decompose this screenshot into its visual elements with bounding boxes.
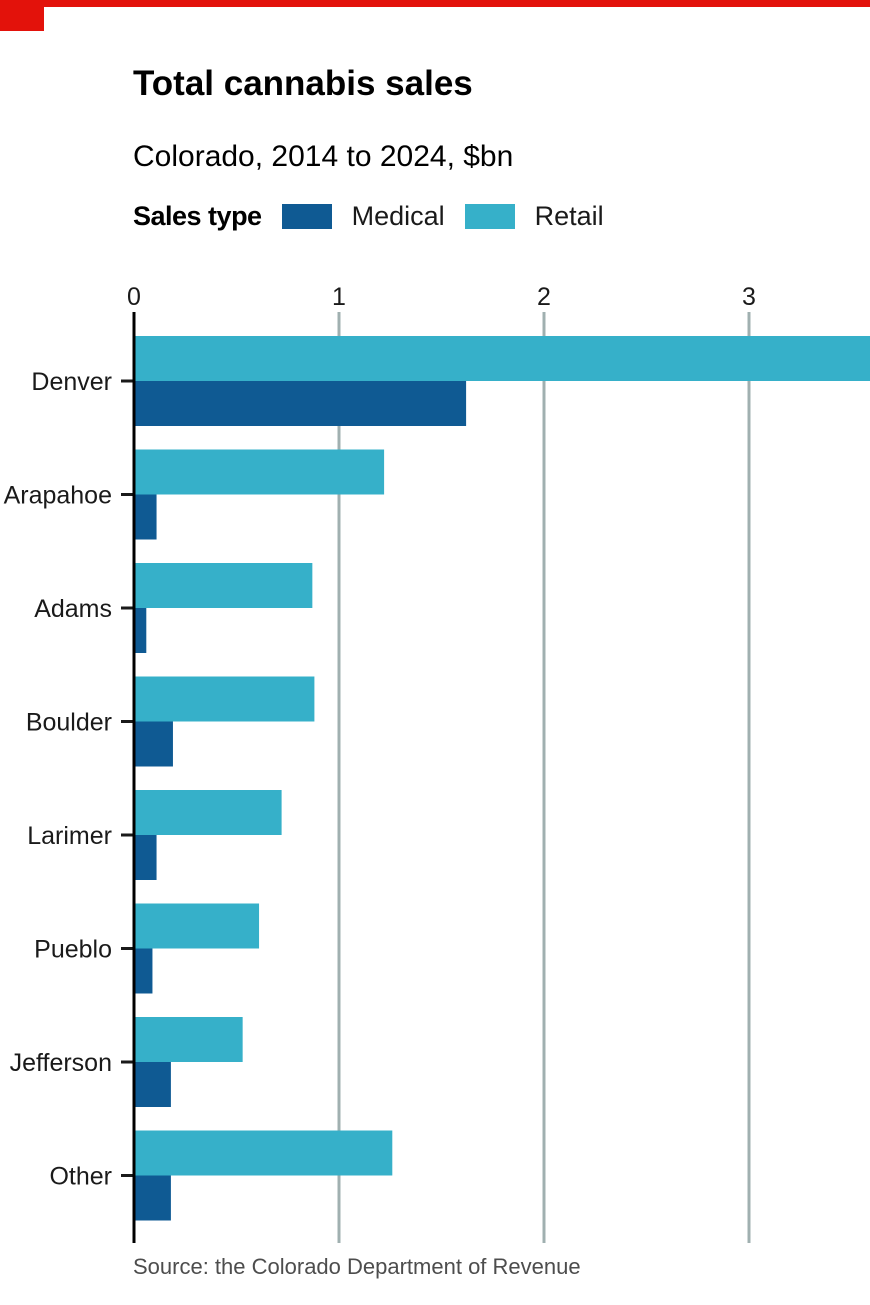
legend-label-retail: Retail [534,200,604,231]
bar-medical [134,1062,171,1107]
legend-swatch-medical [281,203,332,229]
bar-medical [134,721,173,767]
legend-swatch-retail [464,203,515,229]
bar-retail [134,1130,393,1176]
x-tick-label: 0 [127,283,141,311]
legend-title: Sales type [133,200,262,231]
bar-retail [134,903,260,949]
legend: Sales type Medical Retail [133,198,624,234]
category-label: Jefferson [10,1049,112,1077]
category-label: Other [49,1163,112,1191]
legend-item-retail: Retail [464,200,604,232]
category-label: Larimer [27,822,112,850]
legend-item-medical: Medical [281,200,445,232]
x-tick-label: 3 [742,283,756,311]
chart-title: Total cannabis sales [133,64,473,103]
bar-medical [134,381,467,426]
top-accent-bar [0,0,870,7]
bar-medical [134,608,147,653]
source-note: Source: the Colorado Department of Reven… [133,1254,581,1279]
bar-medical [134,948,153,994]
brand-flag [0,0,44,31]
x-tick-label: 1 [332,283,346,311]
chart-subtitle: Colorado, 2014 to 2024, $bn [133,140,514,173]
bar-medical [134,494,157,540]
legend-label-medical: Medical [351,200,445,231]
category-label: Arapahoe [4,482,112,510]
bar-retail [134,676,315,722]
bar-medical [134,1175,171,1221]
bar-retail [134,336,870,381]
bar-retail [134,563,313,608]
bar-retail [134,1017,243,1062]
category-label: Boulder [26,709,112,737]
bar-medical [134,835,157,880]
x-tick-label: 2 [537,283,551,311]
category-label: Pueblo [34,936,112,964]
bar-retail [134,449,385,495]
category-label: Adams [34,595,112,623]
category-label: Denver [31,368,112,396]
bar-retail [134,790,282,835]
